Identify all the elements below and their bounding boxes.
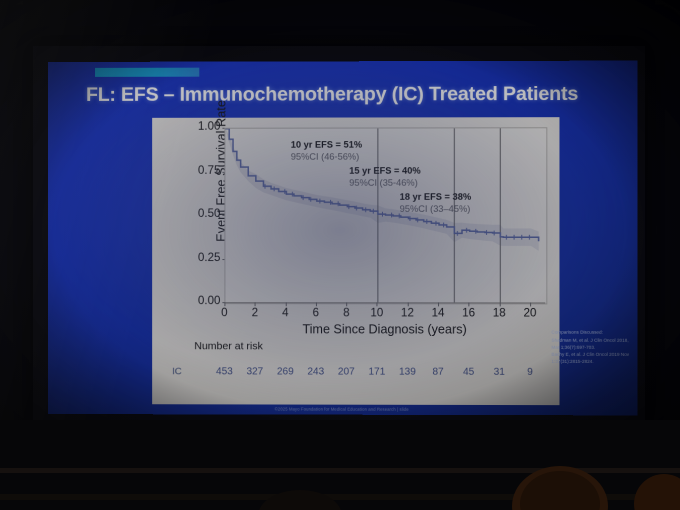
plot-area (224, 127, 547, 304)
risk-count: 243 (307, 366, 324, 377)
annotation-18yr: 18 yr EFS = 38% 95%CI (33–45%) (400, 192, 471, 215)
x-tick-mark (285, 302, 286, 306)
figure-panel: Event Free Survival Rate 0.00 0.25 0.50 0.7… (152, 117, 559, 405)
x-tick-mark (530, 302, 531, 306)
annotation-15yr-value: 15 yr EFS = 40% (349, 166, 420, 178)
risk-count: 45 (463, 367, 474, 378)
x-tick-label: 10 (370, 307, 383, 319)
risk-count: 31 (494, 367, 505, 378)
y-tick-label: 0.00 (198, 295, 220, 307)
x-tick-label: 0 (221, 307, 227, 319)
conference-photo: FL: EFS – Immunochemotherapy (IC) Treate… (0, 0, 680, 510)
risk-count: 453 (216, 366, 233, 377)
annotation-10yr-ci: 95%CI (46-56%) (291, 151, 362, 163)
x-tick-mark (499, 302, 500, 306)
risk-count: 139 (399, 367, 416, 378)
x-tick-mark (377, 302, 378, 306)
annotation-18yr-value: 18 yr EFS = 38% (400, 192, 471, 204)
risk-count: 269 (277, 366, 294, 377)
audience-silhouettes (0, 420, 680, 510)
annotation-18yr-ci: 95%CI (33–45%) (400, 203, 471, 215)
x-tick-label: 8 (343, 307, 349, 319)
citations-heading: Comparisons Discussed: (551, 329, 634, 336)
x-tick-label: 4 (282, 307, 288, 319)
annotation-10yr: 10 yr EFS = 51% 95%CI (46-56%) (291, 140, 362, 163)
annotation-15yr: 15 yr EFS = 40% 95%CI (35-46%) (349, 166, 420, 189)
x-tick-mark (316, 302, 317, 306)
risk-count: 327 (246, 366, 263, 377)
slide-footer: ©2025 Mayo Foundation for Medical Educat… (48, 406, 638, 412)
y-tick-label: 0.50 (198, 208, 220, 220)
x-axis-label: Time Since Diagnosis (years) (224, 322, 545, 336)
risk-count: 9 (527, 367, 533, 378)
y-tick-label: 0.75 (198, 164, 220, 176)
citation-item: Shadman M, et al. J Clin Oncol 2018, Mar… (551, 336, 634, 350)
x-tick-label: 18 (493, 307, 506, 319)
y-tick-label: 1.00 (198, 121, 220, 133)
annotation-10yr-value: 10 yr EFS = 51% (291, 140, 362, 152)
citation-item: Bachy E, et al. J Clin Oncol 2019 Nov 1:… (551, 351, 634, 365)
citations: Comparisons Discussed: Shadman M, et al.… (551, 329, 634, 366)
x-tick-label: 12 (401, 307, 414, 319)
risk-count: 207 (338, 367, 355, 378)
accent-bar (95, 68, 199, 77)
x-tick-mark (407, 302, 408, 306)
risk-count: 87 (432, 367, 443, 378)
kaplan-meier-curve (225, 128, 546, 303)
x-tick-label: 16 (462, 307, 475, 319)
slide-title: FL: EFS – Immunochemotherapy (IC) Treate… (86, 83, 620, 107)
risk-count: 171 (368, 367, 385, 378)
annotation-15yr-ci: 95%CI (35-46%) (349, 177, 420, 189)
risk-table-row: IC 453 327 269 243 207 171 139 87 45 31 9 (152, 366, 559, 383)
x-tick-label: 14 (432, 307, 445, 319)
x-tick-label: 6 (313, 307, 319, 319)
x-tick-mark (224, 302, 225, 306)
x-tick-label: 20 (523, 307, 536, 319)
risk-table-title: Number at risk (194, 340, 263, 352)
presentation-slide: FL: EFS – Immunochemotherapy (IC) Treate… (48, 61, 638, 416)
x-tick-label: 2 (252, 307, 258, 319)
y-tick-label: 0.25 (198, 252, 220, 264)
risk-table-row-label: IC (172, 366, 182, 377)
x-tick-mark (469, 302, 470, 306)
x-tick-mark (346, 302, 347, 306)
x-tick-mark (255, 302, 256, 306)
x-tick-mark (438, 302, 439, 306)
y-axis-ticks: 0.00 0.25 0.50 0.75 1.00 (178, 118, 220, 405)
